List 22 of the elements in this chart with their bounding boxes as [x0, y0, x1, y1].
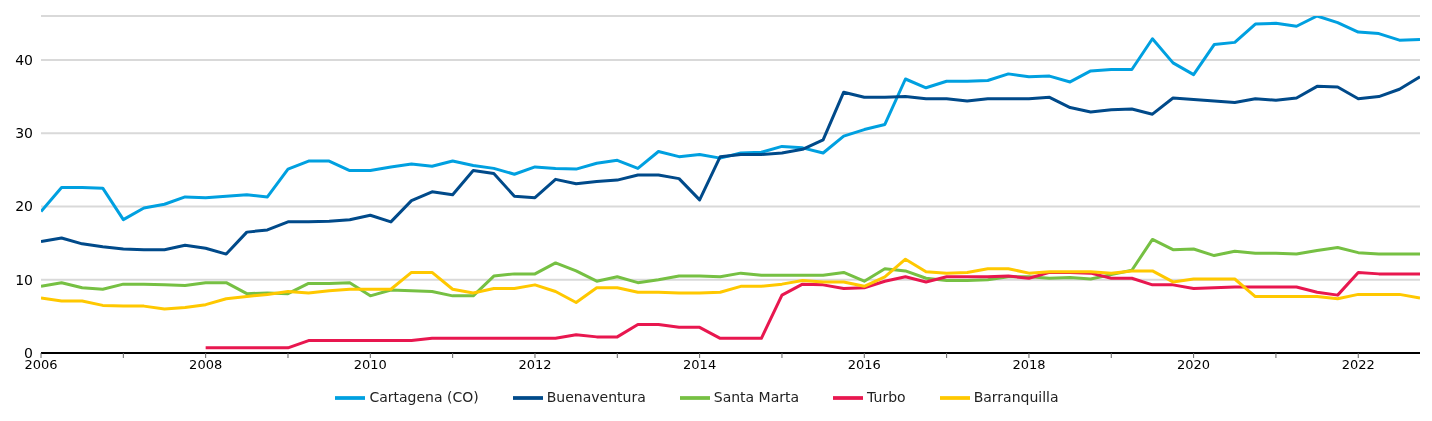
x-tick-label: 2018 [1012, 357, 1046, 373]
line-series [204, 270, 1420, 350]
legend-label: Barranquilla [973, 389, 1059, 405]
x-tick-label: 2008 [189, 357, 223, 373]
line-series [41, 75, 1420, 256]
y-tick-label: 10 [15, 271, 33, 288]
x-tick-label: 2016 [847, 357, 881, 373]
legend-label: Cartagena (CO) [369, 389, 479, 405]
line-series [41, 16, 1420, 222]
x-tick-label: 2010 [353, 357, 387, 373]
y-tick-label: 40 [15, 51, 33, 68]
x-tick-label: 2012 [518, 357, 552, 373]
legend-label: Santa Marta [713, 389, 800, 405]
x-tick-label: 2022 [1341, 357, 1375, 373]
x-tick-label: 2020 [1177, 357, 1211, 373]
legend-label: Turbo [867, 389, 906, 405]
line-series [41, 237, 1420, 298]
line-series [41, 257, 1420, 311]
y-tick-label: 30 [15, 125, 33, 142]
x-tick-label: 2014 [683, 357, 717, 373]
y-tick-label: 20 [15, 198, 33, 215]
legend-label: Buenaventura [546, 389, 646, 405]
